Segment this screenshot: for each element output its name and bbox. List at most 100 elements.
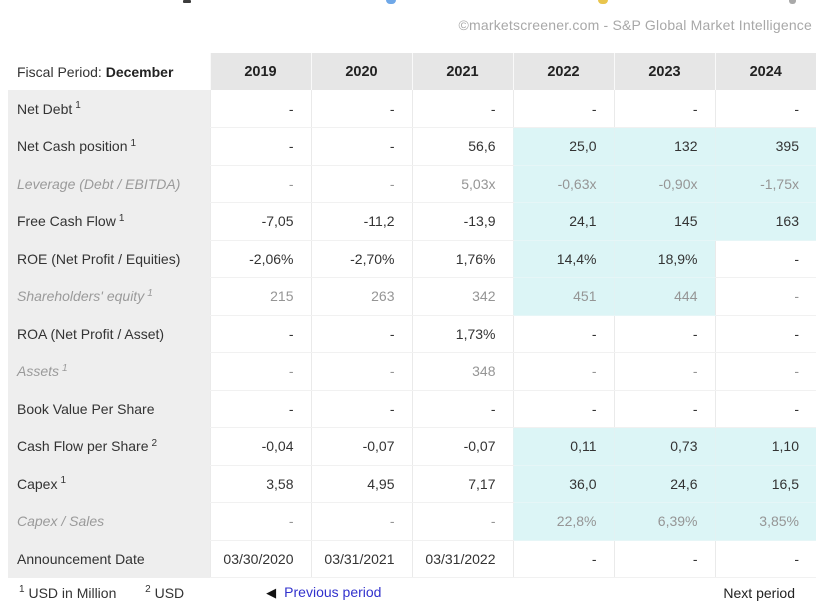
table-body: Net Debt 1- - - - - - Net Cash position 1- -56,6 2… [8,90,816,578]
previous-period-link[interactable]: ◀ Previous period [266,584,381,601]
value-cell: - [714,277,816,316]
value-cell: - [714,90,816,128]
value-cell: 22,8% [512,502,614,541]
table-row: ROA (Net Profit / Asset) - -1,73% - - - [8,315,816,353]
footnote-2-marker: 2 [145,583,151,595]
year-column-header: 2024 [714,53,816,90]
value-cell: 1,73% [411,315,513,353]
cropped-legend-fragment-blue [386,0,396,4]
value-cell: - [714,352,816,391]
fiscal-period-month: December [105,63,174,80]
year-column-header: 2021 [411,53,513,90]
value-cell: 263 [310,277,412,316]
value-cell: - [613,390,715,428]
value-cell: 14,4% [512,240,614,278]
footnote-marker: 2 [151,437,158,449]
header-row: Fiscal Period: December 2019 2020 2021 2022… [8,53,816,90]
table-footer: 1 USD in Million 2 USD ◀ Previous period … [16,584,795,601]
table-row: Capex / Sales - - -22,8% 6,39% 3,85% [8,502,816,541]
value-cell: - [613,540,715,578]
value-cell: -1,75x [714,165,816,203]
row-label-text: Leverage (Debt / EBITDA) [17,175,181,192]
year-column-header: 2020 [310,53,412,90]
row-label-text: Book Value Per Share [17,400,155,417]
value-cell: - [209,90,311,128]
value-cell: - [310,390,412,428]
value-cell: - [613,90,715,128]
value-cell: - [512,540,614,578]
left-arrow-icon: ◀ [266,585,277,600]
value-cell: -2,06% [209,240,311,278]
value-cell: - [411,502,513,541]
value-cell: - [714,315,816,353]
table-row: Assets 1- -348- - - [8,352,816,391]
value-cell: -0,04 [209,427,311,466]
value-cell: 451 [512,277,614,316]
value-cell: 24,6 [613,465,715,503]
value-cell: 395 [714,127,816,166]
value-cell: 16,5 [714,465,816,503]
value-cell: 6,39% [613,502,715,541]
next-period-link[interactable]: Next period [723,584,795,601]
row-label-text: Free Cash Flow [17,213,116,230]
value-cell: 342 [411,277,513,316]
row-label: Free Cash Flow 1 [8,202,210,240]
value-cell: 3,85% [714,502,816,541]
row-label: Assets 1 [8,352,210,390]
value-cell: - [411,90,513,128]
table-row: ROE (Net Profit / Equities) -2,06% -2,70% 1… [8,240,816,278]
row-label-text: ROE (Net Profit / Equities) [17,250,181,267]
table-row: Cash Flow per Share 2 -0,04 -0,07 -0,07 0,11 0… [8,427,816,466]
row-label: Announcement Date [8,540,210,578]
value-cell: 444 [613,277,715,316]
value-cell: -0,90x [613,165,715,203]
footnote-marker: 1 [75,100,81,112]
value-cell: -2,70% [310,240,412,278]
table-row: Shareholders' equity 1 215 263 342 451 444- [8,277,816,316]
value-cell: 0,11 [512,427,614,466]
table-row: Capex 1 3,58 4,95 7,17 36,0 24,6 16,5 [8,465,816,503]
year-column-header: 2022 [512,53,614,90]
value-cell: -0,07 [411,427,513,466]
fiscal-period-prefix: Fiscal Period: [17,63,102,80]
previous-period-label: Previous period [284,584,382,600]
value-cell: 0,73 [613,427,715,466]
row-label-text: Capex / Sales [17,513,105,530]
row-label-text: Shareholders' equity [17,288,145,305]
value-cell: - [310,165,412,203]
row-label: ROE (Net Profit / Equities) [8,240,210,278]
cropped-legend-fragment-yellow [598,0,608,4]
row-label-text: Capex [17,475,58,492]
value-cell: 03/30/2020 [209,540,311,578]
fiscal-period-label: Fiscal Period: December [8,53,210,90]
table-row: Announcement Date 03/30/2020 03/31/2021 03/… [8,540,816,578]
row-label-text: Cash Flow per Share [17,438,149,455]
row-label: Capex 1 [8,465,210,503]
value-cell: - [310,352,412,391]
value-cell: 1,10 [714,427,816,466]
value-cell: -0,63x [512,165,614,203]
table-row: Net Cash position 1- -56,6 25,0 132 395 [8,127,816,166]
value-cell: 5,03x [411,165,513,203]
financials-table: Fiscal Period: December 2019 2020 2021 2022… [8,53,816,578]
value-cell: 1,76% [411,240,513,278]
value-cell: - [209,352,311,391]
value-cell: - [411,390,513,428]
value-cell: 4,95 [310,465,412,503]
value-cell: - [310,127,412,166]
row-label-text: ROA (Net Profit / Asset) [17,325,165,342]
value-cell: - [613,352,715,391]
value-cell: 25,0 [512,127,614,166]
table-row: Leverage (Debt / EBITDA) - -5,03x -0,63x -0,… [8,165,816,203]
row-label-text: Announcement Date [17,550,145,567]
value-cell: 215 [209,277,311,316]
table-row: Free Cash Flow 1 -7,05 -11,2 -13,9 24,1 145 163 [8,202,816,241]
attribution-text: ©marketscreener.com - S&P Global Market … [458,17,812,33]
value-cell: - [714,390,816,428]
value-cell: - [310,315,412,353]
table-row: Book Value Per Share - - - - - - [8,390,816,428]
year-column-header: 2023 [613,53,715,90]
value-cell: 03/31/2021 [310,540,412,578]
value-cell: - [613,315,715,353]
footnote-marker: 1 [147,287,153,299]
